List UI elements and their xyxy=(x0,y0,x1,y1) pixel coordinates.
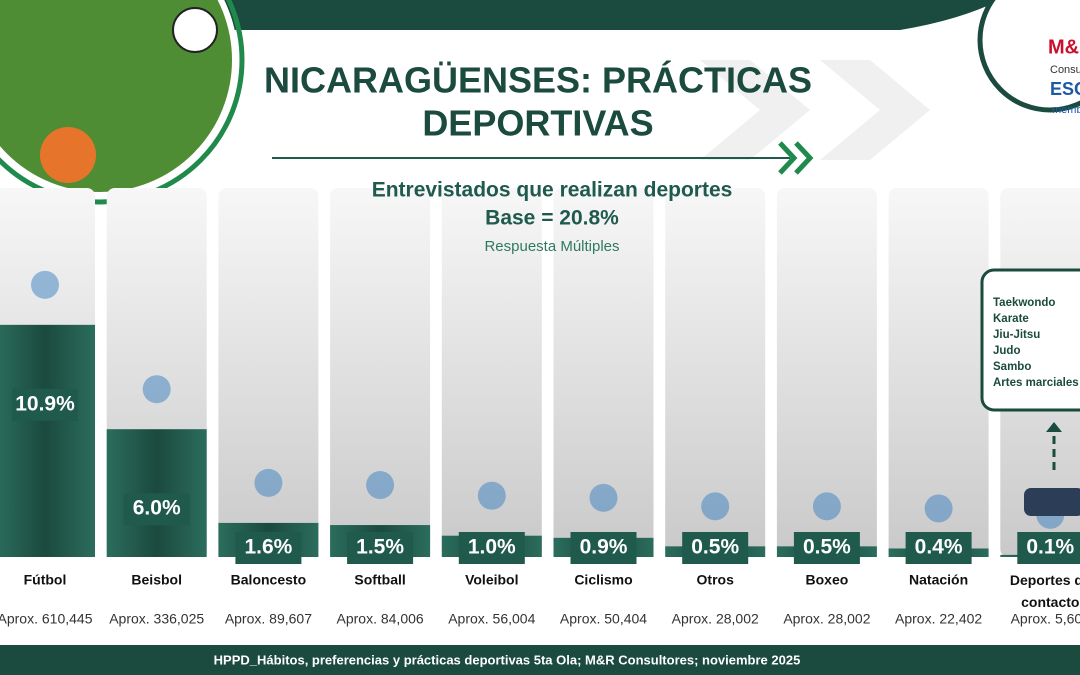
approx-label: Aprox. 336,025 xyxy=(109,611,204,627)
value-label: 0.5% xyxy=(691,536,739,559)
value-badge xyxy=(12,388,78,421)
ball-icon xyxy=(172,7,218,53)
logo-text: member xyxy=(1052,104,1080,116)
value-label: 0.9% xyxy=(580,536,628,559)
column-bg xyxy=(330,188,431,557)
subtitle: Entrevistados que realizan deportes xyxy=(372,179,733,202)
category-label: Deportes decontacto xyxy=(1010,572,1080,610)
approx-label: Aprox. 84,006 xyxy=(337,611,424,627)
value-badge xyxy=(235,532,302,564)
category-label: Baloncesto xyxy=(231,572,306,588)
column-bg xyxy=(665,188,766,557)
column-bg xyxy=(888,188,989,557)
chevron-deco xyxy=(820,60,930,160)
value-label: 10.9% xyxy=(15,392,75,415)
category-label: Softball xyxy=(354,572,405,588)
column-bg xyxy=(218,188,319,557)
ball-icon xyxy=(40,127,96,183)
value-label: 1.0% xyxy=(468,536,516,559)
value-badge xyxy=(1017,532,1080,564)
column-bg xyxy=(441,188,542,557)
sport-icon xyxy=(701,492,730,521)
note: Respuesta Múltiples xyxy=(484,238,619,255)
category-label: Voleibol xyxy=(465,572,518,588)
contact-sport: Karate xyxy=(993,313,1029,325)
approx-label: Aprox. 89,607 xyxy=(225,611,312,627)
photo-ring xyxy=(0,0,245,205)
value-badge xyxy=(793,532,860,564)
contact-sport: Artes marciales mixtas xyxy=(993,377,1080,389)
logo-circle xyxy=(977,0,1080,113)
logo-text: Consultores xyxy=(1050,64,1080,76)
title: NICARAGÜENSES: PRÁCTICAS xyxy=(264,60,812,101)
footer-bar xyxy=(0,645,1080,675)
value-badge xyxy=(905,532,972,564)
sport-icon xyxy=(31,270,59,299)
value-label: 6.0% xyxy=(133,497,181,520)
value-label: 1.5% xyxy=(356,536,404,559)
value-badge xyxy=(347,532,414,564)
arrow xyxy=(778,141,814,175)
contact-box xyxy=(980,268,1080,412)
approx-label: Aprox. 50,404 xyxy=(560,611,647,627)
contact-sport: Taekwondo xyxy=(993,297,1055,309)
chevron-deco xyxy=(700,60,810,160)
approx-label: Aprox. 5,600 xyxy=(1011,611,1080,627)
value-badge xyxy=(123,493,190,526)
approx-label: Aprox. 28,002 xyxy=(672,611,759,627)
contact-sport: Judo xyxy=(993,345,1020,357)
subtitle: Base = 20.8% xyxy=(485,207,619,230)
connector-head xyxy=(1046,422,1062,432)
value-label: 1.6% xyxy=(244,536,292,559)
approx-label: Aprox. 610,445 xyxy=(0,611,93,627)
logo-text: M&R xyxy=(1048,36,1080,58)
category-label: Ciclismo xyxy=(574,572,632,588)
bar xyxy=(106,429,207,557)
value-label: 0.1% xyxy=(1026,536,1074,559)
category-label: Natación xyxy=(909,572,968,588)
category-label: Otros xyxy=(697,572,735,588)
bar xyxy=(0,324,95,557)
value-label: 0.4% xyxy=(915,536,963,559)
column-bg xyxy=(553,188,654,557)
sport-icon xyxy=(142,375,171,404)
column-bg xyxy=(776,188,877,557)
value-badge xyxy=(570,532,637,564)
value-badge xyxy=(682,532,749,564)
contact-sport: Sambo xyxy=(993,361,1031,373)
approx-label: Aprox. 56,004 xyxy=(448,611,535,627)
sport-icon xyxy=(812,492,841,521)
category-label: Beisbol xyxy=(131,572,182,588)
title: DEPORTIVAS xyxy=(422,103,653,144)
contact-sport: Jiu-Jitsu xyxy=(993,329,1040,341)
sport-icon xyxy=(589,483,618,512)
value-label: 0.5% xyxy=(803,536,851,559)
sport-icon xyxy=(477,481,506,510)
approx-label: Aprox. 22,402 xyxy=(895,611,982,627)
category-label: Fútbol xyxy=(24,572,67,588)
approx-label: Aprox. 28,002 xyxy=(783,611,870,627)
sport-icon xyxy=(924,494,953,523)
value-badge xyxy=(458,532,525,564)
header-band xyxy=(180,0,1000,30)
sport-icon xyxy=(254,468,283,497)
logo-text: ESOMAR xyxy=(1050,79,1080,99)
category-label: Boxeo xyxy=(806,572,849,588)
footer: HPPD_Hábitos, preferencias y prácticas d… xyxy=(214,652,801,667)
contact-icon xyxy=(1024,488,1080,516)
sport-icon xyxy=(366,471,395,500)
